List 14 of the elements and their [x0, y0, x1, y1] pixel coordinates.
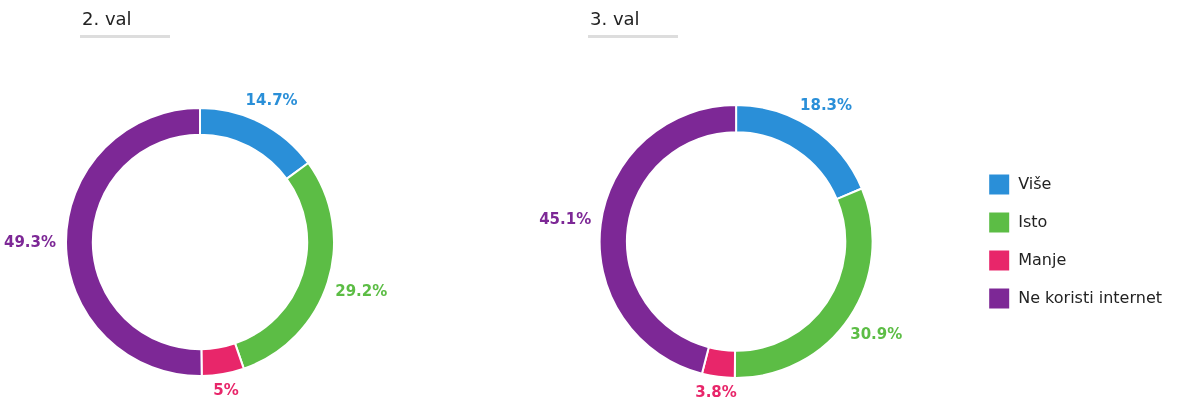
data-label: 18.3%	[800, 95, 853, 114]
data-label: 29.2%	[335, 282, 388, 301]
data-label: 14.7%	[245, 91, 298, 110]
data-label: 3.8%	[695, 383, 737, 402]
chart-title: 3. val	[588, 8, 678, 38]
data-label: 49.3%	[3, 232, 57, 251]
chart-title: 2. val	[80, 8, 170, 38]
legend-label: Isto	[1018, 211, 1048, 231]
data-label: 5%	[213, 381, 239, 400]
data-label: 30.9%	[850, 325, 903, 344]
legend-label: Više	[1018, 173, 1052, 193]
legend-label: Manje	[1018, 249, 1067, 269]
data-label: 45.1%	[539, 209, 592, 228]
legend-label: Ne koristi internet	[1018, 287, 1163, 307]
